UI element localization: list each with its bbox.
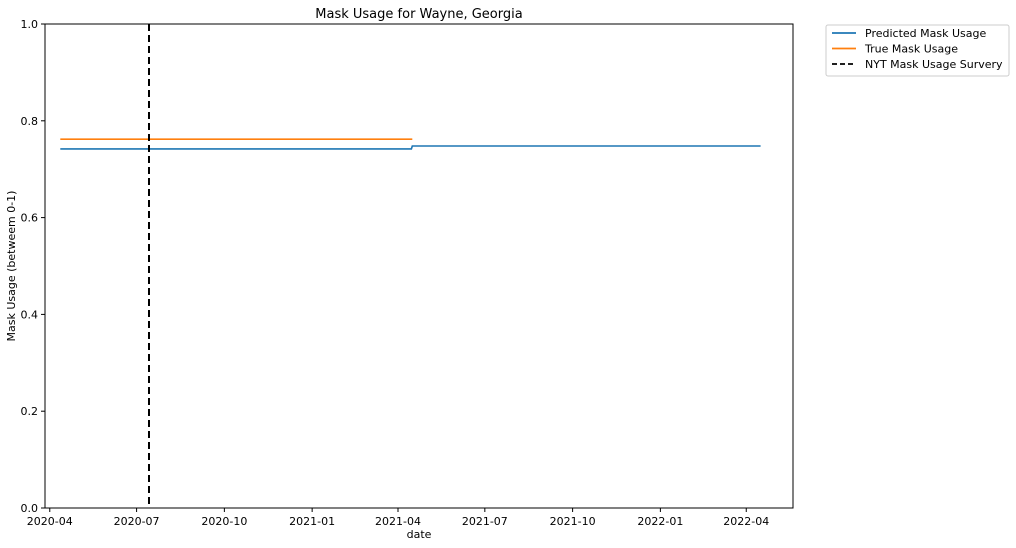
y-tick-label: 0.8 (21, 115, 39, 128)
y-tick-label: 0.2 (21, 405, 39, 418)
y-axis-ticks: 0.0 0.2 0.4 0.6 0.8 1.0 (21, 18, 45, 515)
legend-frame (825, 24, 1010, 77)
x-tick-label: 2020-10 (201, 515, 247, 528)
x-tick-label: 2022-04 (723, 515, 769, 528)
x-axis-ticks: 2020-04 2020-07 2020-10 2021-01 2021-04 2021-… (27, 508, 769, 528)
chart-title: Mask Usage for Wayne, Georgia (315, 7, 522, 22)
y-tick-label: 0.6 (21, 212, 39, 225)
x-tick-label: 2021-10 (550, 515, 596, 528)
y-tick-label: 0.0 (21, 502, 39, 515)
plot-lines (60, 24, 761, 508)
x-tick-label: 2021-01 (289, 515, 335, 528)
legend: Predicted Mask Usage True Mask Usage NYT M… (825, 24, 1010, 77)
x-tick-label: 2020-04 (27, 515, 73, 528)
y-tick-label: 0.4 (21, 308, 39, 321)
legend-label-true-mask-usage: True Mask Usage (864, 43, 958, 56)
x-tick-label: 2022-01 (637, 515, 683, 528)
x-tick-label: 2020-07 (114, 515, 160, 528)
series-line-predicted-mask-usage (60, 145, 761, 150)
y-axis-label: Mask Usage (betweem 0-1) (5, 191, 18, 342)
plot-frame (44, 23, 794, 509)
legend-label-nyt-mask-usage-survery: NYT Mask Usage Survery (865, 58, 1003, 71)
legend-label-predicted-mask-usage: Predicted Mask Usage (865, 27, 986, 40)
x-tick-label: 2021-07 (462, 515, 508, 528)
y-tick-label: 1.0 (21, 18, 39, 31)
x-axis-label: date (407, 528, 432, 541)
x-tick-label: 2021-04 (375, 515, 421, 528)
